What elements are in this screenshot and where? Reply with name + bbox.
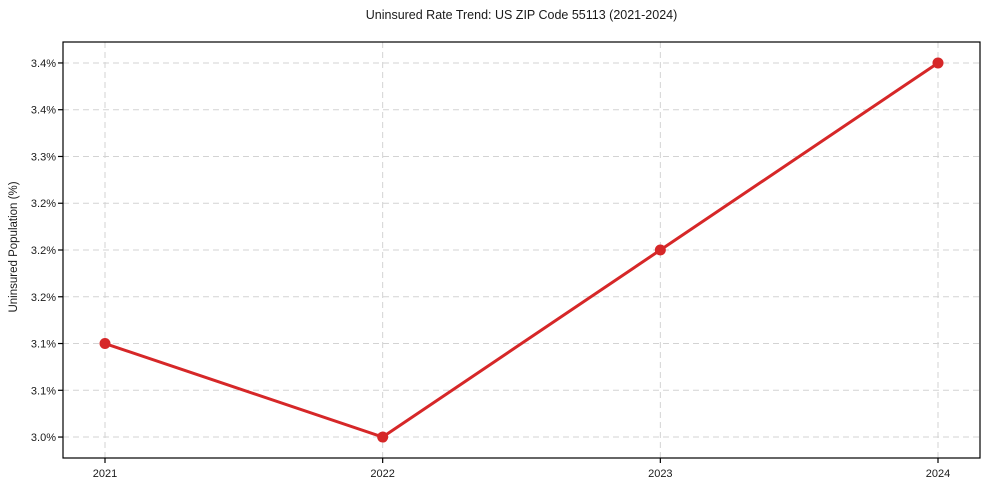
y-tick-label: 3.2% bbox=[31, 198, 56, 210]
plot-border bbox=[62, 41, 981, 459]
x-tick-label: 2022 bbox=[370, 468, 394, 480]
chart-title: Uninsured Rate Trend: US ZIP Code 55113 … bbox=[365, 8, 678, 22]
x-tick-label: 2024 bbox=[926, 468, 950, 480]
y-tick-label: 3.2% bbox=[31, 292, 56, 304]
y-tick-label: 3.1% bbox=[31, 339, 56, 351]
data-point-marker bbox=[932, 57, 944, 69]
trend-line bbox=[103, 61, 940, 439]
data-point-marker bbox=[377, 431, 389, 443]
x-tick-label: 2021 bbox=[93, 468, 117, 480]
x-tick-label: 2023 bbox=[648, 468, 672, 480]
y-tick-label: 3.2% bbox=[31, 245, 56, 257]
y-tick-label: 3.1% bbox=[31, 385, 56, 397]
data-point-marker bbox=[99, 338, 111, 350]
data-point-marker bbox=[654, 244, 666, 256]
y-tick-label: 3.3% bbox=[31, 151, 56, 163]
y-tick-label: 3.0% bbox=[31, 432, 56, 444]
y-tick-label: 3.4% bbox=[31, 105, 56, 117]
y-tick-label: 3.4% bbox=[31, 58, 56, 70]
